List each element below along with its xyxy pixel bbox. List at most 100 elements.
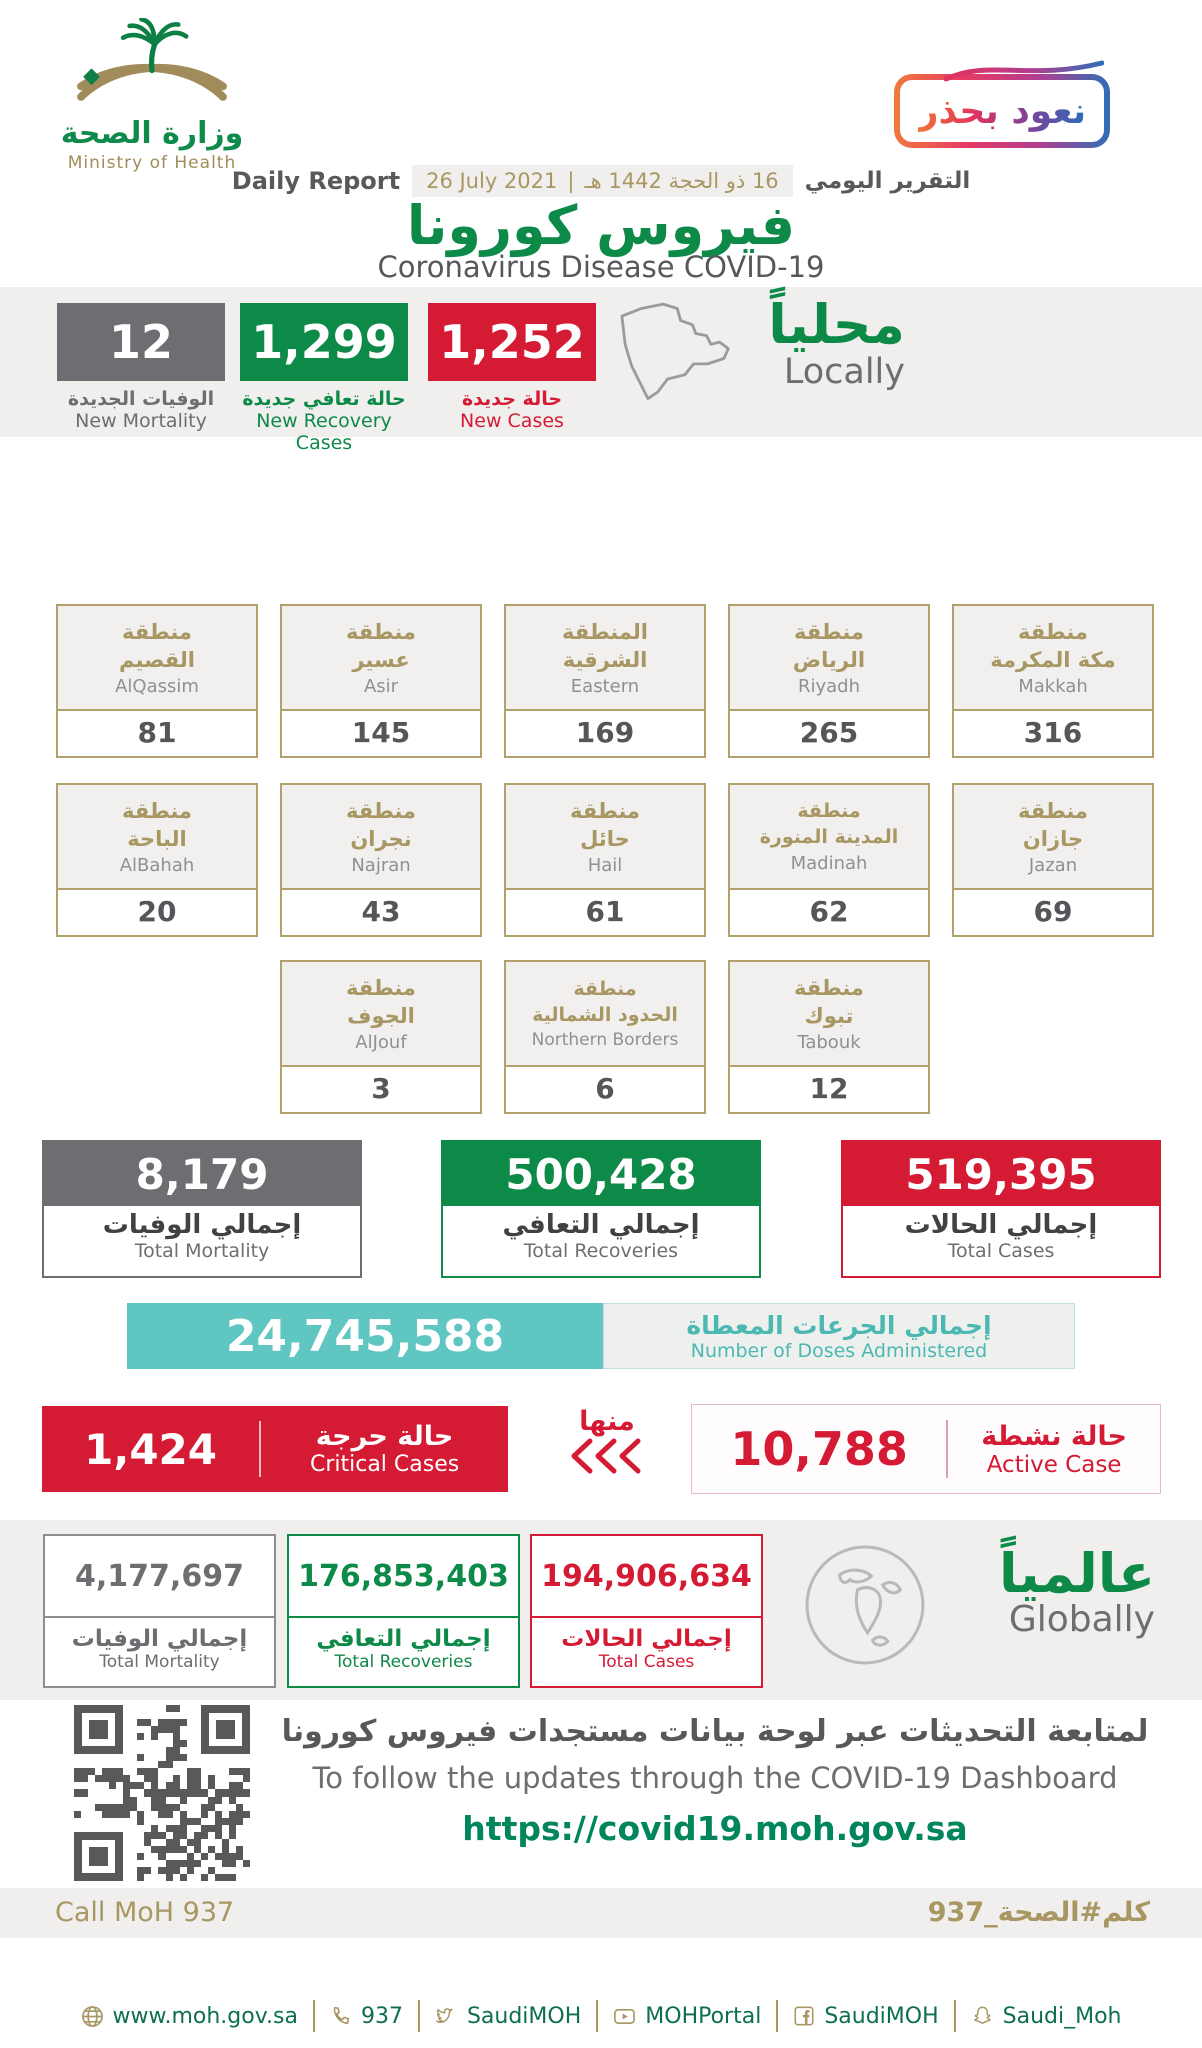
globe-icon <box>81 2005 103 2027</box>
dashboard-url-link[interactable]: https://covid19.moh.gov.sa <box>462 1809 968 1848</box>
active-cases-value: 10,788 <box>730 1422 908 1476</box>
dashboard-line-en: To follow the updates through the COVID-… <box>312 1761 1118 1795</box>
footer-link-youtube[interactable]: MOHPortal <box>596 2000 776 2032</box>
page-title-en: Coronavirus Disease COVID-19 <box>377 250 825 284</box>
region-name-en: Jazan <box>1028 855 1078 877</box>
ministry-name-ar: وزارة الصحة <box>60 116 244 151</box>
total-mortality-card: 8,179 إجمالي الوفيات Total Mortality <box>42 1140 362 1278</box>
region-card-makkah: منطقة مكة المكرمة Makkah 316 <box>952 604 1154 758</box>
stat-new-recoveries: 1,299 حالة تعافي جديدة New Recovery Case… <box>240 303 408 454</box>
new-mortality-label-ar: الوفيات الجديدة <box>67 388 215 410</box>
doses-administered-bar: 24,745,588 إجمالي الجرعات المعطاة Number… <box>127 1303 1075 1369</box>
total-cases-label-en: Total Cases <box>947 1240 1055 1262</box>
global-recoveries-card: 176,853,403 إجمالي التعافي Total Recover… <box>287 1534 520 1688</box>
new-recoveries-value: 1,299 <box>240 303 408 381</box>
total-cases-card: 519,395 إجمالي الحالات Total Cases <box>841 1140 1161 1278</box>
globally-section: 4,177,697 إجمالي الوفيات Total Mortality… <box>0 1520 1202 1700</box>
critical-cases-value: 1,424 <box>84 1424 218 1474</box>
global-cases-value: 194,906,634 <box>532 1536 761 1618</box>
region-name-ar: منطقة مكة المكرمة <box>990 619 1116 672</box>
region-value: 145 <box>351 716 411 749</box>
report-title-en: Daily Report <box>231 167 401 195</box>
region-name-ar: منطقة حائل <box>570 798 640 851</box>
region-name-ar: منطقة جازان <box>1018 798 1088 851</box>
globally-title-en: Globally <box>1008 1599 1155 1640</box>
region-name-ar: منطقة الحدود الشمالية <box>532 977 678 1026</box>
global-mortality-label-en: Total Mortality <box>99 1652 220 1672</box>
total-mortality-value: 8,179 <box>44 1142 360 1206</box>
region-name-ar: منطقة الباحة <box>122 798 192 851</box>
new-mortality-value: 12 <box>57 303 225 381</box>
moh-emblem-icon <box>77 17 227 101</box>
region-name-ar: منطقة الرياض <box>792 619 866 672</box>
doses-label-en: Number of Doses Administered <box>690 1339 988 1362</box>
new-cases-label-ar: حالة جديدة <box>461 388 563 410</box>
new-cases-value: 1,252 <box>428 303 596 381</box>
chevrons-left-icon <box>571 1438 641 1474</box>
region-name-en: AlBahah <box>119 855 195 877</box>
region-card-albahah: منطقة الباحة AlBahah 20 <box>56 783 258 937</box>
region-card-hail: منطقة حائل Hail 61 <box>504 783 706 937</box>
global-recoveries-label-en: Total Recoveries <box>334 1652 473 1672</box>
global-recoveries-value: 176,853,403 <box>289 1536 518 1618</box>
region-name-en: Hail <box>587 855 623 877</box>
of-which-label: منها <box>579 1406 635 1437</box>
footer-link-facebook[interactable]: SaudiMOH <box>776 2000 953 2032</box>
global-cases-label-ar: إجمالي الحالات <box>561 1626 732 1652</box>
region-card-alqassim: منطقة القصيم AlQassim 81 <box>56 604 258 758</box>
locally-title-ar: محلياً <box>768 293 905 356</box>
badge-label: نعود بحذر <box>917 90 1087 132</box>
hotline-hashtag-ar: كلم#الصحة_937 <box>927 1897 1150 1928</box>
facebook-icon <box>794 2006 814 2026</box>
footer-link-phone[interactable]: 937 <box>312 2000 418 2032</box>
dashboard-line-ar: لمتابعة التحديثات عبر لوحة بيانات مستجدا… <box>281 1714 1149 1749</box>
critical-cases-label-ar: حالة حرجة <box>315 1421 454 1452</box>
total-recoveries-label-ar: إجمالي التعافي <box>502 1210 700 1240</box>
region-value: 6 <box>595 1072 615 1105</box>
region-name-en: Asir <box>363 676 399 698</box>
locally-title: محلياً Locally <box>768 293 905 392</box>
new-mortality-label-en: New Mortality <box>75 410 207 432</box>
region-card-asir: منطقة عسير Asir 145 <box>280 604 482 758</box>
stat-new-cases: 1,252 حالة جديدة New Cases <box>428 303 596 432</box>
global-cases-label-en: Total Cases <box>598 1652 695 1672</box>
region-value: 69 <box>1033 895 1073 928</box>
footer-link-twitter[interactable]: SaudiMOH <box>417 2000 596 2032</box>
return-with-caution-badge: نعود بحذر <box>894 60 1110 148</box>
region-name-en: Najran <box>351 855 411 877</box>
total-recoveries-value: 500,428 <box>443 1142 759 1206</box>
badge-swoosh-icon <box>944 60 1104 82</box>
region-card-eastern: المنطقة الشرقية Eastern 169 <box>504 604 706 758</box>
active-cases-label-en: Active Case <box>986 1451 1122 1478</box>
globally-title-ar: عالمياً <box>999 1542 1155 1605</box>
region-name-en: AlQassim <box>115 676 199 698</box>
region-name-en: Tabouk <box>797 1032 861 1054</box>
report-title-ar: التقرير اليومي <box>804 168 971 194</box>
footer-link-snapchat[interactable]: Saudi_Moh <box>953 2000 1137 2032</box>
moh-logo: وزارة الصحة Ministry of Health <box>42 17 262 173</box>
gregorian-date: 26 July 2021 <box>426 169 558 193</box>
region-card-riyadh: منطقة الرياض Riyadh 265 <box>728 604 930 758</box>
region-name-en: Northern Borders <box>531 1030 679 1051</box>
doses-label-ar: إجمالي الجرعات المعطاة <box>686 1310 992 1340</box>
footer-link-website[interactable]: www.moh.gov.sa <box>66 2000 313 2032</box>
hotline-band: Call MoH 937 كلم#الصحة_937 <box>0 1888 1202 1938</box>
total-cases-value: 519,395 <box>843 1142 1159 1206</box>
region-name-ar: منطقة الجوف <box>346 975 416 1028</box>
region-card-tabouk: منطقة تبوك Tabouk 12 <box>728 960 930 1114</box>
hotline-call-en: Call MoH 937 <box>55 1897 235 1928</box>
locally-section: 12 الوفيات الجديدة New Mortality 1,299 ح… <box>0 287 1202 454</box>
globally-title: عالمياً Globally <box>999 1542 1155 1640</box>
total-mortality-label-en: Total Mortality <box>134 1240 270 1262</box>
twitter-icon <box>436 2007 453 2023</box>
global-cases-card: 194,906,634 إجمالي الحالات Total Cases <box>530 1534 763 1688</box>
region-card-aljouf: منطقة الجوف AlJouf 3 <box>280 960 482 1114</box>
critical-cases-box: 1,424 حالة حرجة Critical Cases <box>42 1406 508 1492</box>
region-card-najran: منطقة نجران Najran 43 <box>280 783 482 937</box>
region-value: 316 <box>1023 716 1083 749</box>
of-which-indicator: منها <box>550 1406 664 1479</box>
doses-value: 24,745,588 <box>127 1303 603 1369</box>
critical-cases-label-en: Critical Cases <box>309 1452 460 1477</box>
region-name-ar: المنطقة الشرقية <box>561 619 649 672</box>
globe-icon <box>802 1542 928 1672</box>
